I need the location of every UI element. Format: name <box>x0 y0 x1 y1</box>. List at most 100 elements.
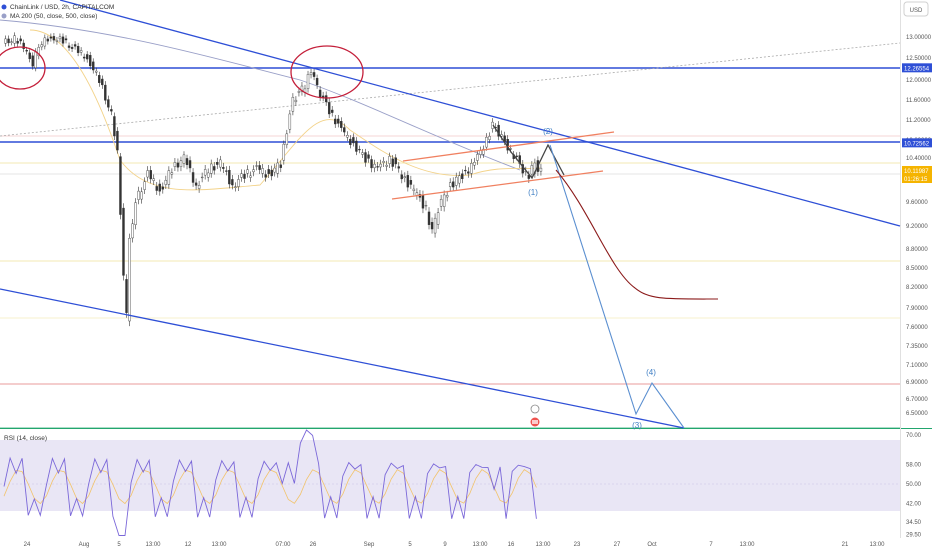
rsi-tick-label: 70.00 <box>906 433 922 439</box>
time-tick-label: 16 <box>508 542 515 548</box>
candle-body <box>70 47 74 49</box>
candle-body <box>539 167 543 172</box>
candle-body <box>249 175 252 178</box>
price-tag <box>902 138 932 148</box>
time-tick-label: 12 <box>185 542 192 548</box>
candle-body <box>140 191 143 200</box>
candle-body <box>64 38 68 41</box>
highlight-circle <box>290 45 364 99</box>
ma-200-line <box>0 19 521 171</box>
candle-body <box>176 162 180 168</box>
candle-body <box>291 96 295 112</box>
price-tick-label: 8.80000 <box>906 247 928 253</box>
candle-body <box>143 181 146 190</box>
candle-body <box>46 38 50 42</box>
candle-body <box>210 163 213 174</box>
time-tick-label: Aug <box>79 542 90 548</box>
indicator-label: MA 200 (50, close, 500, close) <box>10 13 97 20</box>
time-tick-label: 27 <box>614 542 621 548</box>
price-tick-label: 11.60000 <box>906 98 931 104</box>
candle-body <box>382 161 385 163</box>
candle-body <box>482 148 485 155</box>
candle-body <box>152 178 155 181</box>
rsi-label: RSI (14, close) <box>4 435 47 442</box>
candle-body <box>173 162 177 167</box>
candle-body <box>197 185 201 189</box>
currency-button[interactable]: USD <box>903 1 929 17</box>
candle-body <box>355 140 358 152</box>
candle-body <box>288 113 292 130</box>
candle-body <box>261 168 264 174</box>
candle-body <box>424 205 428 207</box>
candle-body <box>327 102 331 115</box>
candle-body <box>125 279 128 313</box>
candle-body <box>530 165 534 175</box>
candle-body <box>470 163 473 174</box>
candle-body <box>234 186 237 188</box>
candle-body <box>28 52 31 60</box>
price-tick-label: 12.00000 <box>906 78 932 84</box>
candle-body <box>376 166 379 168</box>
candle-body <box>79 50 83 53</box>
candle-body <box>231 179 234 186</box>
price-tick-label: 7.10000 <box>906 363 928 369</box>
candle-body <box>164 179 168 185</box>
event-icons[interactable] <box>530 404 540 427</box>
candle-body <box>433 217 437 234</box>
wave-label: (2) <box>543 127 553 136</box>
time-tick-label: 5 <box>117 542 121 548</box>
candle-body <box>19 38 22 42</box>
candle-body <box>340 121 343 128</box>
candle-body <box>279 164 282 168</box>
candle-body <box>439 199 443 207</box>
candle-body <box>388 155 391 164</box>
candle-body <box>134 202 137 225</box>
time-tick-label: 26 <box>310 542 317 548</box>
candle-body <box>346 135 349 138</box>
currency-button-box[interactable] <box>903 1 929 17</box>
price-tag-label: 10.11987 <box>904 169 929 175</box>
price-axis: 13.00000 12.50000 12.00000 11.60000 11.20000… <box>902 35 932 417</box>
candle-body <box>255 165 258 167</box>
candle-body <box>403 176 407 179</box>
candle-body <box>334 118 337 125</box>
candle-body <box>312 72 316 77</box>
currency-button-label[interactable]: USD <box>910 8 923 14</box>
time-tick-label: 13:00 <box>535 542 551 548</box>
earnings-event-icon[interactable] <box>530 404 540 414</box>
candle-body <box>509 148 512 150</box>
price-tick-label: 6.50000 <box>906 411 928 417</box>
candle-body <box>273 167 276 173</box>
candle-body <box>89 55 92 67</box>
candle-body <box>258 165 261 170</box>
candle-body <box>52 36 56 41</box>
candle-body <box>300 85 304 92</box>
candle-body <box>119 156 122 215</box>
candle-body <box>225 170 228 172</box>
candle-body <box>155 186 158 191</box>
flag-stripe <box>532 420 538 424</box>
rsi-band <box>0 440 900 511</box>
price-tick-label: 12.50000 <box>906 56 932 62</box>
wave-label: (4) <box>646 368 656 377</box>
price-pane <box>0 0 900 428</box>
price-tag <box>902 166 932 175</box>
candle-body <box>243 173 246 179</box>
time-tick-label: 07:00 <box>275 542 291 548</box>
time-tick-label: 13:00 <box>472 542 488 548</box>
time-tick-label: Sep <box>364 542 375 548</box>
channel-lower-line <box>391 170 604 200</box>
candle-body <box>515 155 518 157</box>
candle-body <box>379 163 382 168</box>
symbol-dot-icon <box>1 4 7 10</box>
price-tick-label: 7.35000 <box>906 344 928 350</box>
candle-body <box>294 99 298 103</box>
time-tick-label: 7 <box>709 542 713 548</box>
candle-body <box>110 109 113 112</box>
candle-body <box>61 36 65 44</box>
time-tick-label: 24 <box>24 542 31 548</box>
candle-body <box>73 44 77 47</box>
candle-body <box>95 70 98 73</box>
time-tick-label: Oct <box>647 542 657 548</box>
